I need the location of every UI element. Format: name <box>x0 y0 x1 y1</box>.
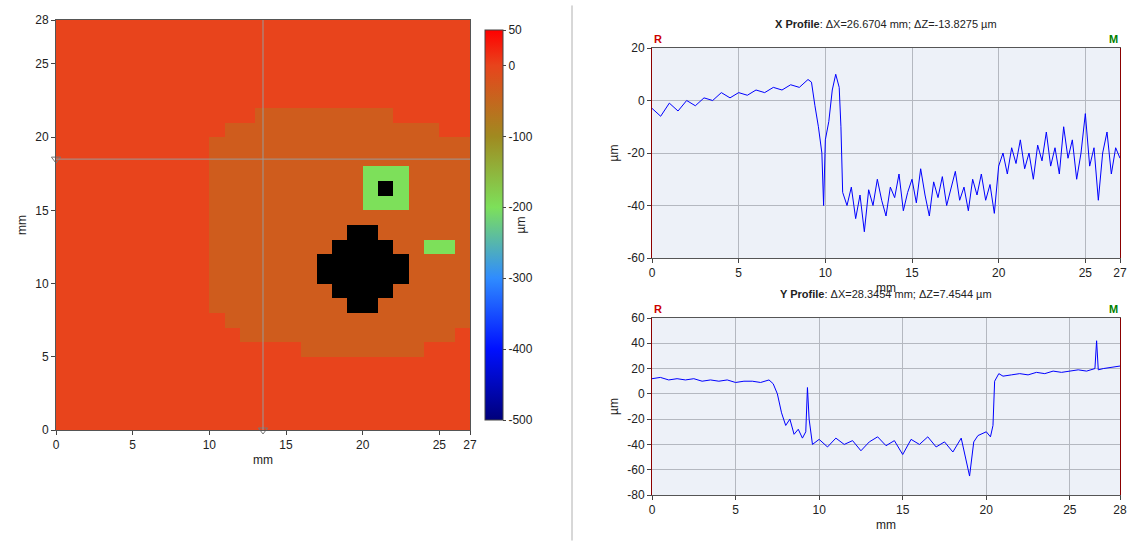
svg-text:28: 28 <box>1113 503 1127 517</box>
svg-text:-60: -60 <box>627 251 645 265</box>
svg-text:µm: µm <box>607 145 621 162</box>
svg-text:-200: -200 <box>508 200 532 214</box>
svg-text:60: 60 <box>631 311 645 325</box>
svg-text:-20: -20 <box>627 412 645 426</box>
svg-text:28: 28 <box>35 13 49 27</box>
svg-text:25: 25 <box>433 438 447 452</box>
svg-text:25: 25 <box>1063 503 1077 517</box>
svg-text:-400: -400 <box>508 342 532 356</box>
svg-text:mm: mm <box>253 453 273 467</box>
svg-text:mm: mm <box>15 215 29 235</box>
svg-text:-500: -500 <box>508 413 532 427</box>
svg-text:M: M <box>1109 303 1118 315</box>
svg-text:20: 20 <box>992 266 1006 280</box>
svg-text:-300: -300 <box>508 271 532 285</box>
svg-text:0: 0 <box>649 503 656 517</box>
svg-text:0: 0 <box>508 59 515 73</box>
svg-text:R: R <box>654 33 662 45</box>
svg-text:0: 0 <box>649 266 656 280</box>
svg-text:5: 5 <box>129 438 136 452</box>
svg-text:-40: -40 <box>627 199 645 213</box>
svg-text:-100: -100 <box>508 130 532 144</box>
svg-text:20: 20 <box>356 438 370 452</box>
svg-text:-60: -60 <box>627 463 645 477</box>
svg-text:50: 50 <box>508 23 522 37</box>
svg-text:5: 5 <box>732 503 739 517</box>
svg-text:20: 20 <box>631 41 645 55</box>
svg-text:15: 15 <box>896 503 910 517</box>
svg-text:15: 15 <box>905 266 919 280</box>
svg-text:Y Profile: ΔX=28.3454 mm; ΔZ=7: Y Profile: ΔX=28.3454 mm; ΔZ=7.4544 µm <box>780 288 992 300</box>
svg-text:25: 25 <box>35 57 49 71</box>
svg-text:15: 15 <box>279 438 293 452</box>
svg-text:10: 10 <box>35 277 49 291</box>
svg-text:25: 25 <box>1079 266 1093 280</box>
svg-text:20: 20 <box>980 503 994 517</box>
svg-text:mm: mm <box>876 518 896 532</box>
svg-text:-20: -20 <box>627 146 645 160</box>
svg-text:0: 0 <box>638 94 645 108</box>
svg-text:µm: µm <box>514 217 528 234</box>
svg-text:µm: µm <box>607 398 621 415</box>
svg-text:R: R <box>654 303 662 315</box>
svg-text:20: 20 <box>631 362 645 376</box>
svg-text:10: 10 <box>812 503 826 517</box>
svg-text:27: 27 <box>463 438 477 452</box>
svg-text:0: 0 <box>638 387 645 401</box>
svg-text:-80: -80 <box>627 488 645 502</box>
svg-text:20: 20 <box>35 130 49 144</box>
svg-text:15: 15 <box>35 204 49 218</box>
svg-text:X Profile: ΔX=26.6704 mm; ΔZ=-: X Profile: ΔX=26.6704 mm; ΔZ=-13.8275 µm <box>775 18 997 30</box>
svg-text:0: 0 <box>53 438 60 452</box>
svg-text:10: 10 <box>819 266 833 280</box>
svg-text:M: M <box>1109 33 1118 45</box>
svg-text:5: 5 <box>735 266 742 280</box>
svg-text:10: 10 <box>203 438 217 452</box>
svg-text:-40: -40 <box>627 438 645 452</box>
svg-text:5: 5 <box>42 350 49 364</box>
svg-text:40: 40 <box>631 336 645 350</box>
svg-text:27: 27 <box>1113 266 1127 280</box>
svg-text:0: 0 <box>42 423 49 437</box>
svg-text:mm: mm <box>876 281 896 295</box>
